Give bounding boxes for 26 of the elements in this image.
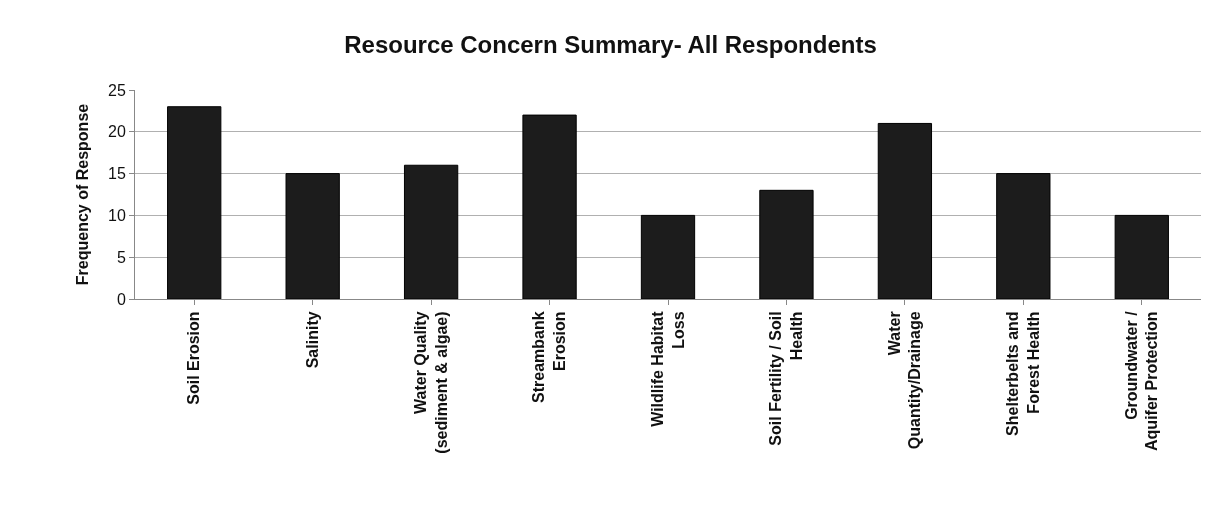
bar	[640, 214, 696, 299]
y-tick-label: 0	[116, 290, 126, 308]
x-tick-label: Shelterbelts and Forest Health	[1004, 311, 1042, 436]
bar	[403, 164, 459, 299]
chart-title: Resource Concern Summary- All Respondents	[344, 30, 877, 58]
bar	[759, 189, 814, 299]
x-tick-label: Salinity	[303, 311, 321, 369]
y-tick-label: 5	[116, 248, 126, 266]
x-tick-label: Wildlife Habitat Loss	[648, 310, 687, 427]
x-tick-label: Soil Fertility / Soil Health	[767, 311, 806, 446]
y-tick-label: 10	[108, 207, 126, 224]
bar	[285, 173, 340, 299]
y-tick-label: 20	[108, 123, 126, 141]
x-tick-label: Streambank Erosion	[530, 311, 569, 403]
bar	[167, 106, 222, 299]
bar	[996, 173, 1051, 299]
y-axis-title: Frequency of Response	[73, 103, 91, 286]
y-tick-label: 15	[108, 165, 126, 183]
y-tick-label: 25	[108, 81, 126, 99]
bar	[877, 122, 933, 299]
x-tick-label: Soil Erosion	[185, 311, 203, 405]
bar	[1114, 214, 1169, 299]
bar	[522, 114, 577, 299]
x-tick-label: Groundwater / Aquifer Protection	[1122, 310, 1161, 451]
x-tick-label: Water Quantity/Drainage	[885, 311, 924, 450]
x-tick-label: Water Quality (sediment & algae)	[411, 311, 450, 454]
